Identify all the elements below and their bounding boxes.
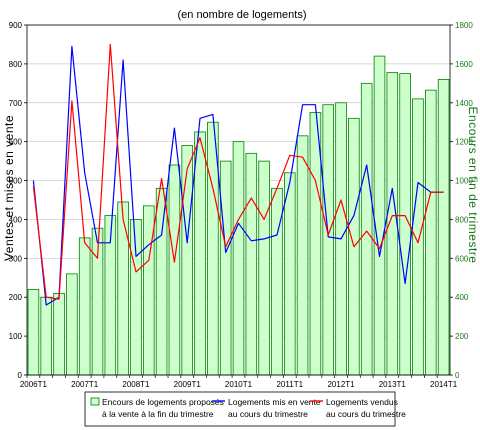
plot-frame <box>26 24 451 376</box>
encours-bar <box>309 112 322 376</box>
encours-bar <box>66 273 78 376</box>
encours-bar <box>117 201 129 376</box>
x-tick-label: 2011T1 <box>276 380 303 389</box>
encours-bar <box>373 55 386 376</box>
chart-title: (en nombre de logements) <box>177 9 306 21</box>
encours-bar <box>219 160 232 376</box>
left-tick-label: 100 <box>9 332 23 341</box>
x-tick-label: 2010T1 <box>225 380 253 389</box>
legend-label-mis-en-vente-2: au cours du trimestre <box>228 409 308 419</box>
legend-label-encours-1: Encours de logements proposés <box>102 397 224 407</box>
encours-bar <box>245 152 258 376</box>
right-tick-label: 1400 <box>455 99 473 108</box>
left-tick-label: 500 <box>9 177 23 186</box>
left-tick-label: 700 <box>9 99 23 108</box>
left-tick-label: 300 <box>9 254 23 263</box>
right-tick-label: 1800 <box>455 21 473 30</box>
legend-swatch-encours <box>90 397 100 406</box>
right-axis-ticks: 0 200 400 600 800 1000 1200 1400 1600 1800 <box>450 21 473 380</box>
encours-bar <box>78 237 91 376</box>
left-tick-label: 800 <box>9 60 23 69</box>
encours-bar <box>296 135 309 376</box>
encours-bar <box>322 104 335 376</box>
right-tick-label: 1600 <box>455 60 473 69</box>
encours-bar <box>424 89 437 376</box>
x-tick-label: 2009T1 <box>174 380 202 389</box>
right-tick-label: 200 <box>455 332 469 341</box>
right-tick-label: 800 <box>455 215 469 224</box>
encours-bar <box>360 82 373 376</box>
left-tick-label: 600 <box>9 138 23 147</box>
left-tick-label: 900 <box>9 21 23 30</box>
encours-bar <box>53 292 65 376</box>
encours-bar <box>142 205 155 376</box>
encours-bars <box>27 55 450 376</box>
legend-label-vendus-2: au cours du trimestre <box>326 409 406 419</box>
x-tick-label: 2006T1 <box>20 380 48 389</box>
encours-bar <box>168 164 181 376</box>
plot-border <box>26 24 451 376</box>
right-tick-label: 400 <box>455 293 469 302</box>
encours-bar <box>271 187 283 376</box>
right-tick-label: 0 <box>455 371 460 380</box>
encours-bar <box>27 289 40 376</box>
lines-layer <box>32 43 444 306</box>
encours-bar <box>194 131 206 376</box>
x-tick-label: 2008T1 <box>122 380 150 389</box>
x-tick-label: 2014T1 <box>430 380 458 389</box>
encours-bar <box>412 98 424 376</box>
legend-label-encours-2: à la vente à la fin du trimestre <box>102 409 214 419</box>
encours-bar <box>130 219 142 376</box>
encours-bar <box>258 160 270 376</box>
y-axis-right-label: Encours en fin de trimestre <box>466 107 480 264</box>
left-tick-label: 0 <box>18 371 23 380</box>
y-axis-left-label: Ventes et mises en vente <box>2 115 16 261</box>
encours-bar <box>181 145 194 376</box>
legend-label-mis-en-vente-1: Logements mis en vente <box>228 397 321 407</box>
encours-bar <box>155 187 168 376</box>
encours-bar <box>437 79 450 376</box>
x-tick-label: 2007T1 <box>71 380 99 389</box>
encours-bar <box>40 296 53 376</box>
right-tick-label: 1000 <box>455 177 473 186</box>
vendus-line <box>32 43 444 300</box>
x-tick-label: 2013T1 <box>379 380 407 389</box>
legend-label-vendus-1: Logements vendus <box>326 397 398 407</box>
right-tick-label: 600 <box>455 254 469 263</box>
right-tick-label: 1200 <box>455 138 473 147</box>
legend-frame <box>84 391 396 427</box>
left-axis-ticks: 0 100 200 300 400 500 600 700 800 900 <box>9 21 27 380</box>
left-tick-label: 400 <box>9 215 23 224</box>
legend: Encours de logements proposés à la vente… <box>84 391 406 427</box>
x-tick-label: 2012T1 <box>327 380 355 389</box>
left-tick-label: 200 <box>9 293 23 302</box>
encours-bar <box>232 141 245 376</box>
mis-en-vente-line <box>32 45 444 306</box>
x-axis-ticks: 2006T1 2007T1 2008T1 2009T1 2010T1 2011T1 2012… <box>20 375 458 389</box>
encours-bar <box>283 172 296 376</box>
